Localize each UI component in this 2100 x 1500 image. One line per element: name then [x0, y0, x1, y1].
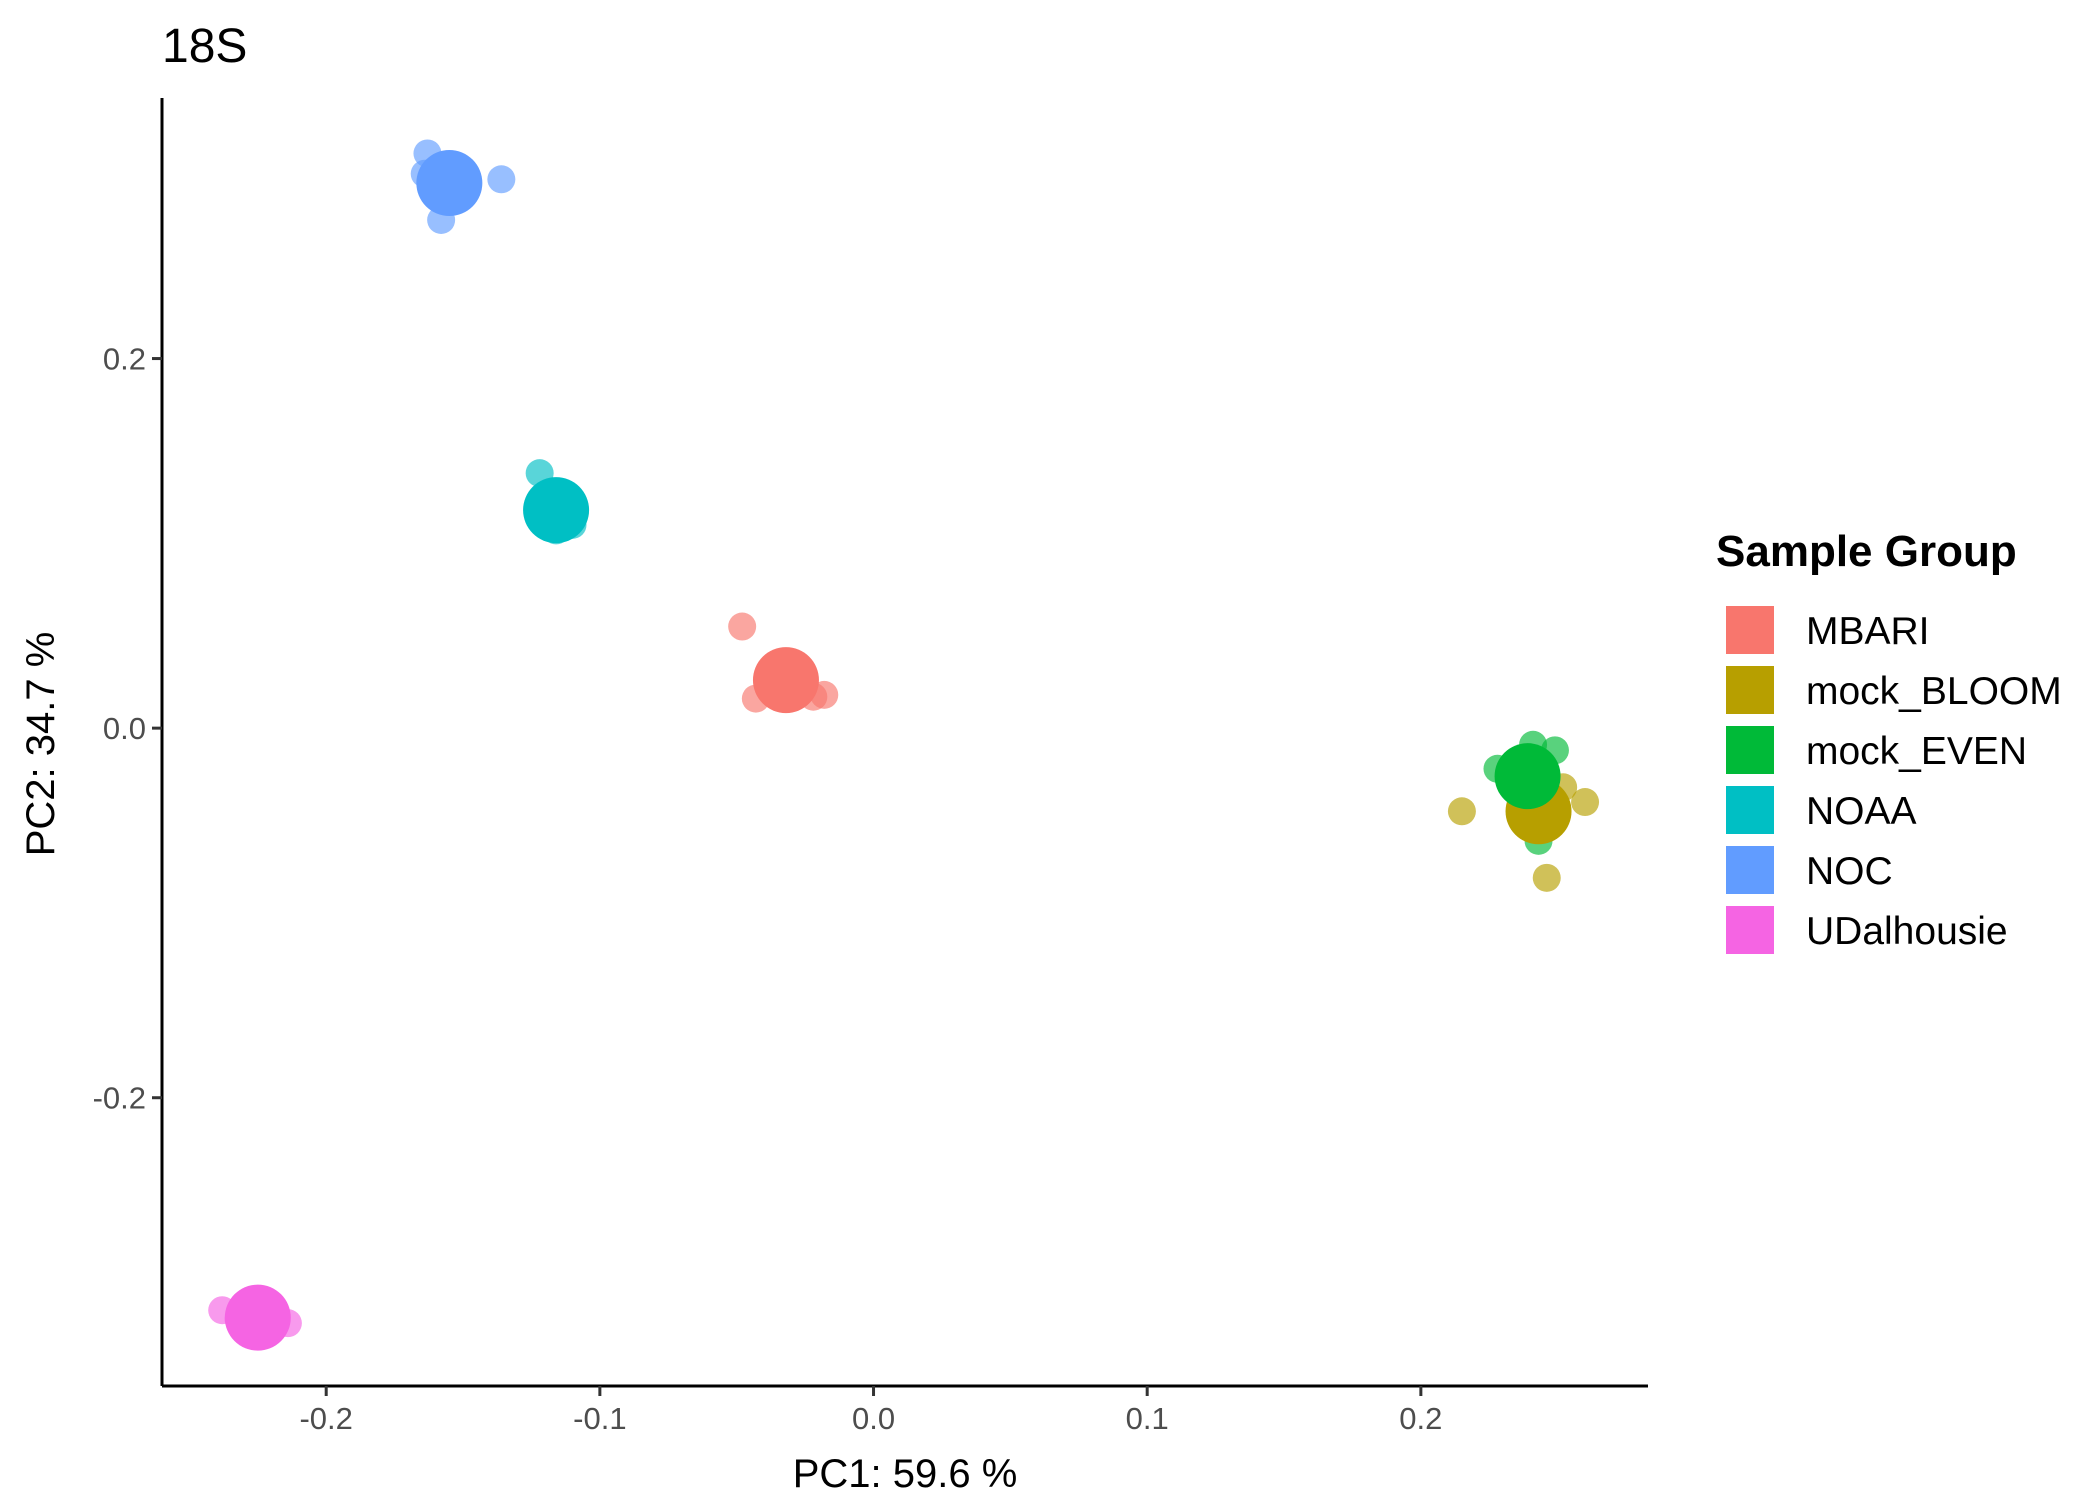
point-noc-2: [487, 165, 516, 194]
y-tick-label: 0.0: [103, 711, 146, 746]
legend-swatch-mock-even: [1726, 726, 1774, 774]
point-mock-bloom-2: [1532, 863, 1561, 892]
legend: Sample Group MBARI mock_BLOOM mock_EVEN NOA…: [1716, 527, 2062, 954]
points-layer: [208, 139, 1600, 1351]
x-tick-label: -0.1: [573, 1401, 626, 1436]
centroid-udalhousie: [224, 1284, 291, 1351]
legend-label-mock-bloom: mock_BLOOM: [1806, 670, 2062, 713]
x-tick-label: 0.1: [1126, 1401, 1169, 1436]
x-tick-label: 0.0: [852, 1401, 895, 1436]
legend-title: Sample Group: [1716, 527, 2017, 576]
centroid-noaa: [523, 477, 590, 544]
centroid-mock-even: [1494, 743, 1561, 810]
x-tick-label: 0.2: [1399, 1401, 1442, 1436]
point-mock-bloom-1: [1447, 797, 1476, 826]
legend-swatch-noc: [1726, 846, 1774, 894]
legend-label-noaa: NOAA: [1806, 790, 1917, 833]
chart-title: 18S: [162, 20, 247, 73]
point-mock-bloom-3: [1571, 788, 1600, 817]
ticks-layer: -0.2 -0.1 0.0 0.1 0.2 0.2 0.0 -0.2: [93, 342, 1443, 1436]
legend-label-mbari: MBARI: [1806, 610, 1930, 653]
axes-layer: [160, 98, 1648, 1388]
y-axis-title: PC2: 34.7 %: [19, 632, 63, 857]
legend-swatch-udalhousie: [1726, 906, 1774, 954]
centroid-noc: [416, 150, 483, 217]
y-tick-label: -0.2: [93, 1081, 146, 1116]
point-mbari-1: [728, 612, 757, 641]
legend-label-noc: NOC: [1806, 850, 1893, 893]
x-tick-label: -0.2: [299, 1401, 352, 1436]
legend-swatch-noaa: [1726, 786, 1774, 834]
centroid-mbari: [752, 647, 819, 714]
legend-label-udalhousie: UDalhousie: [1806, 910, 2008, 953]
legend-items: MBARI mock_BLOOM mock_EVEN NOAA NOC UDalhousi…: [1726, 606, 2062, 954]
x-axis-title: PC1: 59.6 %: [793, 1452, 1018, 1496]
y-tick-label: 0.2: [103, 342, 146, 377]
legend-swatch-mbari: [1726, 606, 1774, 654]
legend-label-mock-even: mock_EVEN: [1806, 730, 2027, 773]
legend-swatch-mock-bloom: [1726, 666, 1774, 714]
